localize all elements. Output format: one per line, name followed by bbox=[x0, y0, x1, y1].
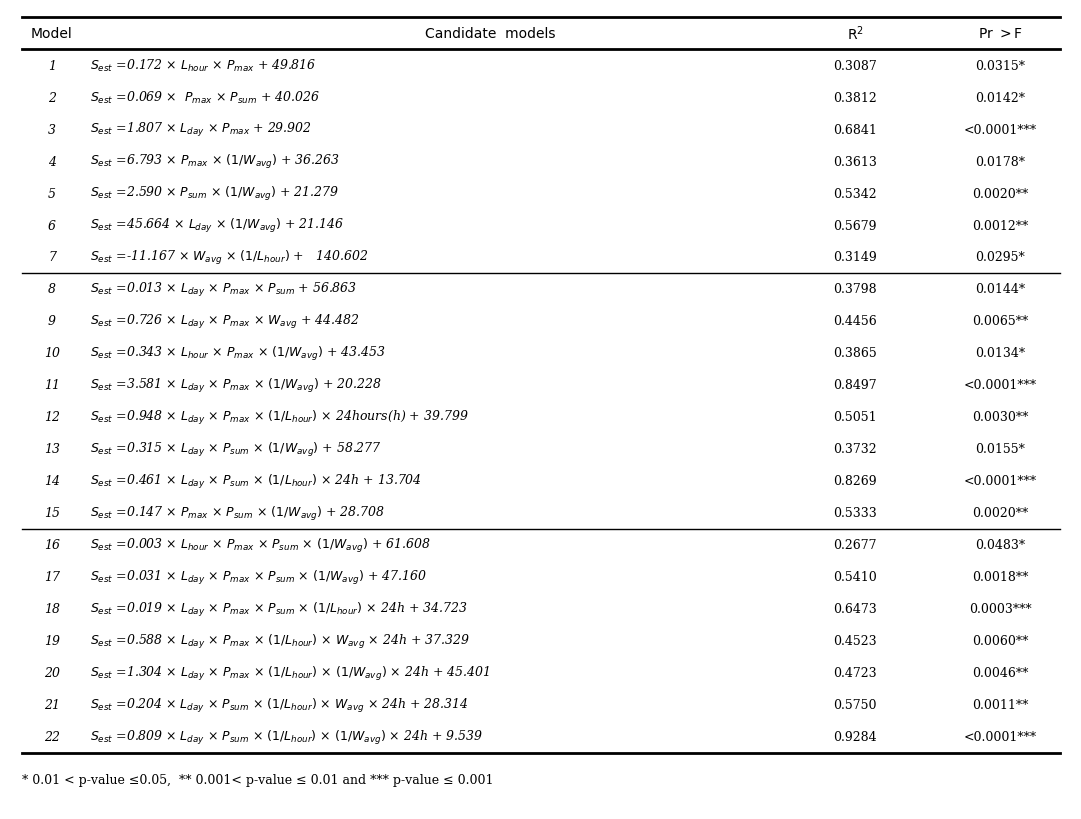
Text: 0.3087: 0.3087 bbox=[833, 60, 877, 72]
Text: 7: 7 bbox=[48, 251, 56, 265]
Text: $S_{est}$ =0.315 × $L_{day}$ × $P_{sum}$ × $(1/W_{avg})$ + 58.277: $S_{est}$ =0.315 × $L_{day}$ × $P_{sum}$… bbox=[90, 441, 382, 459]
Text: 3: 3 bbox=[48, 124, 56, 136]
Text: 0.5410: 0.5410 bbox=[833, 571, 877, 584]
Text: $S_{est}$ =-11.167 × $W_{avg}$ × $(1/L_{hour})$ +   140.602: $S_{est}$ =-11.167 × $W_{avg}$ × $(1/L_{… bbox=[90, 249, 369, 267]
Text: 0.6841: 0.6841 bbox=[833, 124, 877, 136]
Text: 0.0060**: 0.0060** bbox=[972, 635, 1028, 648]
Text: 0.0142*: 0.0142* bbox=[975, 92, 1025, 104]
Text: 16: 16 bbox=[44, 539, 61, 552]
Text: <0.0001***: <0.0001*** bbox=[963, 475, 1037, 488]
Text: 0.3613: 0.3613 bbox=[833, 156, 877, 168]
Text: 14: 14 bbox=[44, 475, 61, 488]
Text: <0.0001***: <0.0001*** bbox=[963, 731, 1037, 744]
Text: 0.5342: 0.5342 bbox=[833, 188, 877, 201]
Text: $S_{est}$ =0.013 × $L_{day}$ × $P_{max}$ × $P_{sum}$ + 56.863: $S_{est}$ =0.013 × $L_{day}$ × $P_{max}$… bbox=[90, 281, 357, 299]
Text: 0.0483*: 0.0483* bbox=[975, 539, 1025, 552]
Text: 0.6473: 0.6473 bbox=[833, 603, 877, 616]
Text: 15: 15 bbox=[44, 507, 61, 520]
Text: 22: 22 bbox=[44, 731, 61, 744]
Text: 6: 6 bbox=[48, 219, 56, 233]
Text: $S_{est}$ =3.581 × $L_{day}$ × $P_{max}$ × $(1/W_{avg})$ + 20.228: $S_{est}$ =3.581 × $L_{day}$ × $P_{max}$… bbox=[90, 377, 382, 395]
Text: 12: 12 bbox=[44, 411, 61, 424]
Text: 13: 13 bbox=[44, 443, 61, 456]
Text: 0.0020**: 0.0020** bbox=[972, 507, 1028, 520]
Text: Pr $>$F: Pr $>$F bbox=[977, 27, 1023, 41]
Text: 0.0065**: 0.0065** bbox=[972, 315, 1028, 328]
Text: $S_{est}$ =0.069 ×  $P_{max}$ × $P_{sum}$ + 40.026: $S_{est}$ =0.069 × $P_{max}$ × $P_{sum}$… bbox=[90, 90, 320, 106]
Text: 19: 19 bbox=[44, 635, 61, 648]
Text: 4: 4 bbox=[48, 156, 56, 168]
Text: 0.0011**: 0.0011** bbox=[972, 699, 1028, 712]
Text: 11: 11 bbox=[44, 379, 61, 392]
Text: $\mathrm{R}^2$: $\mathrm{R}^2$ bbox=[846, 25, 864, 43]
Text: 0.3865: 0.3865 bbox=[833, 347, 877, 360]
Text: 0.0144*: 0.0144* bbox=[975, 283, 1025, 296]
Text: 0.3732: 0.3732 bbox=[833, 443, 877, 456]
Text: * 0.01 < p-value ≤0.05,  ** 0.001< p-value ≤ 0.01 and *** p-value ≤ 0.001: * 0.01 < p-value ≤0.05, ** 0.001< p-valu… bbox=[22, 773, 494, 786]
Text: $S_{est}$ =45.664 × $L_{day}$ × $(1/W_{avg})$ + 21.146: $S_{est}$ =45.664 × $L_{day}$ × $(1/W_{a… bbox=[90, 217, 345, 235]
Text: 0.5333: 0.5333 bbox=[833, 507, 877, 520]
Text: <0.0001***: <0.0001*** bbox=[963, 124, 1037, 136]
Text: $S_{est}$ =0.003 × $L_{hour}$ × $P_{max}$ × $P_{sum}$ × $(1/W_{avg})$ + 61.608: $S_{est}$ =0.003 × $L_{hour}$ × $P_{max}… bbox=[90, 536, 431, 554]
Text: 0.0155*: 0.0155* bbox=[975, 443, 1025, 456]
Text: 0.0020**: 0.0020** bbox=[972, 188, 1028, 201]
Text: 0.3812: 0.3812 bbox=[833, 92, 877, 104]
Text: 0.0018**: 0.0018** bbox=[972, 571, 1028, 584]
Text: $S_{est}$ =0.031 × $L_{day}$ × $P_{max}$ × $P_{sum}$ × $(1/W_{avg})$ + 47.160: $S_{est}$ =0.031 × $L_{day}$ × $P_{max}$… bbox=[90, 568, 427, 586]
Text: $S_{est}$ =0.343 × $L_{hour}$ × $P_{max}$ × $(1/W_{avg})$ + 43.453: $S_{est}$ =0.343 × $L_{hour}$ × $P_{max}… bbox=[90, 345, 386, 363]
Text: 0.8269: 0.8269 bbox=[833, 475, 877, 488]
Text: <0.0001***: <0.0001*** bbox=[963, 379, 1037, 392]
Text: 10: 10 bbox=[44, 347, 61, 360]
Text: 0.9284: 0.9284 bbox=[833, 731, 877, 744]
Text: $S_{est}$ =2.590 × $P_{sum}$ × $(1/W_{avg})$ + 21.279: $S_{est}$ =2.590 × $P_{sum}$ × $(1/W_{av… bbox=[90, 185, 338, 203]
Text: $S_{est}$ =6.793 × $P_{max}$ × $(1/W_{avg})$ + 36.263: $S_{est}$ =6.793 × $P_{max}$ × $(1/W_{av… bbox=[90, 153, 339, 171]
Text: 0.8497: 0.8497 bbox=[833, 379, 877, 392]
Text: $S_{est}$ =0.588 × $L_{day}$ × $P_{max}$ × $(1/L_{hour})$ × $W_{avg}$ × 24h + 37: $S_{est}$ =0.588 × $L_{day}$ × $P_{max}$… bbox=[90, 632, 470, 650]
Text: 0.5750: 0.5750 bbox=[833, 699, 877, 712]
Text: 0.2677: 0.2677 bbox=[833, 539, 877, 552]
Text: 0.0295*: 0.0295* bbox=[975, 251, 1025, 265]
Text: 0.0178*: 0.0178* bbox=[975, 156, 1025, 168]
Text: 0.0012**: 0.0012** bbox=[972, 219, 1028, 233]
Text: $S_{est}$ =0.726 × $L_{day}$ × $P_{max}$ × $W_{avg}$ + 44.482: $S_{est}$ =0.726 × $L_{day}$ × $P_{max}$… bbox=[90, 313, 360, 331]
Text: 0.0046**: 0.0046** bbox=[972, 667, 1028, 680]
Text: 0.4523: 0.4523 bbox=[833, 635, 877, 648]
Text: 0.0003***: 0.0003*** bbox=[969, 603, 1031, 616]
Text: $S_{est}$ =0.172 × $L_{hour}$ × $P_{max}$ + 49.816: $S_{est}$ =0.172 × $L_{hour}$ × $P_{max}… bbox=[90, 58, 317, 74]
Text: 20: 20 bbox=[44, 667, 61, 680]
Text: 9: 9 bbox=[48, 315, 56, 328]
Text: 0.4456: 0.4456 bbox=[833, 315, 877, 328]
Text: 18: 18 bbox=[44, 603, 61, 616]
Text: 0.5051: 0.5051 bbox=[833, 411, 877, 424]
Text: 0.3149: 0.3149 bbox=[833, 251, 877, 265]
Text: 17: 17 bbox=[44, 571, 61, 584]
Text: 1: 1 bbox=[48, 60, 56, 72]
Text: $S_{est}$ =0.147 × $P_{max}$ × $P_{sum}$ × $(1/W_{avg})$ + 28.708: $S_{est}$ =0.147 × $P_{max}$ × $P_{sum}$… bbox=[90, 505, 385, 523]
Text: Model: Model bbox=[31, 27, 72, 41]
Text: 0.3798: 0.3798 bbox=[833, 283, 877, 296]
Text: $S_{est}$ =0.948 × $L_{day}$ × $P_{max}$ × $(1/L_{hour})$ × 24hours(h) + 39.799: $S_{est}$ =0.948 × $L_{day}$ × $P_{max}$… bbox=[90, 409, 469, 427]
Text: 0.0315*: 0.0315* bbox=[975, 60, 1025, 72]
Text: 2: 2 bbox=[48, 92, 56, 104]
Text: 0.5679: 0.5679 bbox=[833, 219, 877, 233]
Text: $S_{est}$ =1.807 × $L_{day}$ × $P_{max}$ + 29.902: $S_{est}$ =1.807 × $L_{day}$ × $P_{max}$… bbox=[90, 121, 311, 139]
Text: 0.4723: 0.4723 bbox=[833, 667, 877, 680]
Text: 0.0030**: 0.0030** bbox=[972, 411, 1028, 424]
Text: $S_{est}$ =0.809 × $L_{day}$ × $P_{sum}$ × $(1/L_{hour})$ × $(1/W_{avg})$ × 24h : $S_{est}$ =0.809 × $L_{day}$ × $P_{sum}$… bbox=[90, 728, 483, 746]
Text: 21: 21 bbox=[44, 699, 61, 712]
Text: 5: 5 bbox=[48, 188, 56, 201]
Text: Candidate  models: Candidate models bbox=[425, 27, 556, 41]
Text: 0.0134*: 0.0134* bbox=[975, 347, 1025, 360]
Text: $S_{est}$ =0.204 × $L_{day}$ × $P_{sum}$ × $(1/L_{hour})$ × $W_{avg}$ × 24h + 28: $S_{est}$ =0.204 × $L_{day}$ × $P_{sum}$… bbox=[90, 696, 469, 714]
Text: $S_{est}$ =0.019 × $L_{day}$ × $P_{max}$ × $P_{sum}$ × $(1/L_{hour})$ × 24h + 34: $S_{est}$ =0.019 × $L_{day}$ × $P_{max}$… bbox=[90, 600, 468, 618]
Text: $S_{est}$ =0.461 × $L_{day}$ × $P_{sum}$ × $(1/L_{hour})$ × 24h + 13.704: $S_{est}$ =0.461 × $L_{day}$ × $P_{sum}$… bbox=[90, 473, 422, 491]
Text: $S_{est}$ =1.304 × $L_{day}$ × $P_{max}$ × $(1/L_{hour})$ × $(1/W_{avg})$ × 24h : $S_{est}$ =1.304 × $L_{day}$ × $P_{max}$… bbox=[90, 664, 490, 682]
Text: 8: 8 bbox=[48, 283, 56, 296]
